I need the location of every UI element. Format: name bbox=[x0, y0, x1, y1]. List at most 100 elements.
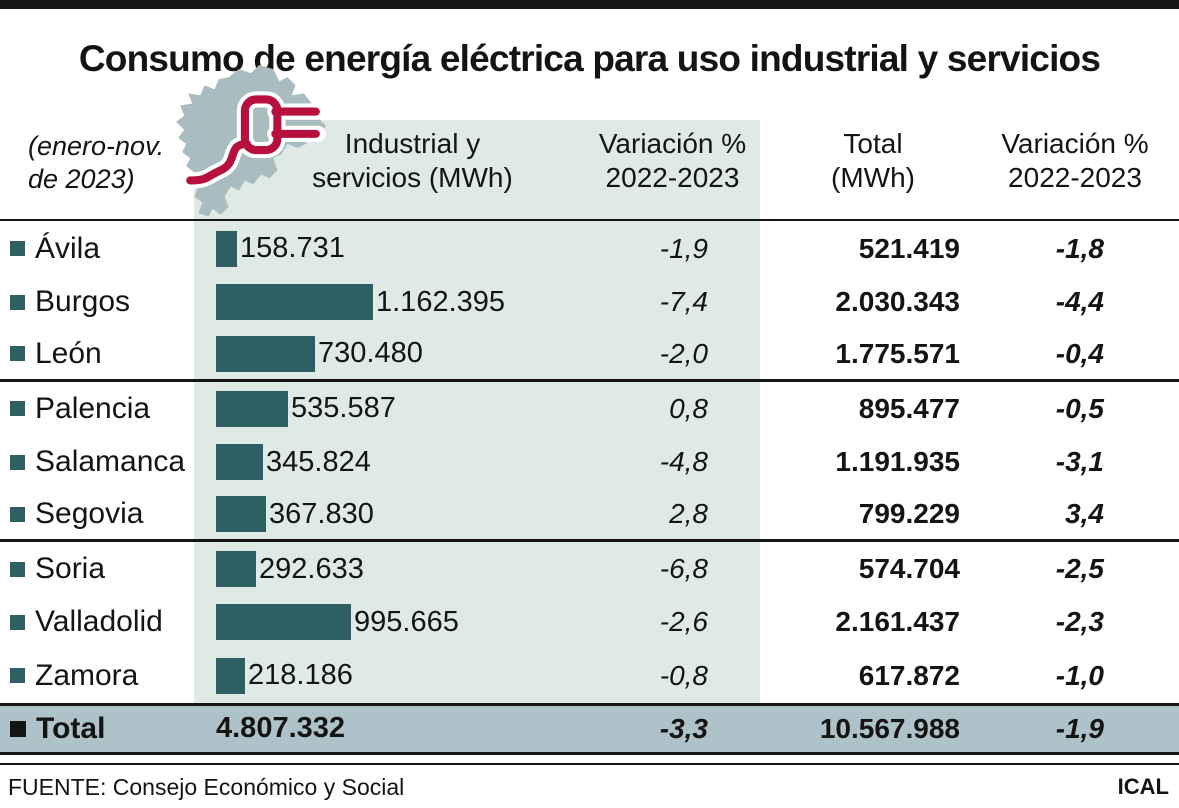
variation2-value: -0,4 bbox=[1055, 337, 1104, 369]
province-bullet-icon bbox=[10, 668, 25, 684]
province-label: Ávila bbox=[35, 231, 101, 265]
table-row: Segovia 367.830 2,8 799.229 3,4 bbox=[0, 489, 1179, 543]
province-bullet-icon bbox=[10, 401, 25, 417]
province-label: Salamanca bbox=[35, 445, 186, 479]
period-note-line1: (enero-nov. bbox=[28, 131, 165, 161]
industrial-bar bbox=[216, 657, 245, 694]
map-plug-graphic bbox=[176, 65, 326, 217]
footer-divider bbox=[0, 762, 1179, 765]
top-black-bar bbox=[0, 0, 1179, 9]
province-bullet-icon bbox=[10, 346, 25, 362]
province-label: Palencia bbox=[35, 391, 151, 425]
footer: FUENTE: Consejo Económico y Social ICAL bbox=[0, 765, 1179, 801]
industrial-value: 218.186 bbox=[248, 659, 353, 692]
page-title: Consumo de energía eléctrica para uso in… bbox=[78, 37, 1101, 79]
industrial-cell: 158.731 bbox=[194, 230, 560, 267]
province-cell: Zamora bbox=[0, 659, 194, 693]
total-value: 574.704 bbox=[858, 553, 960, 585]
industrial-value: 995.665 bbox=[354, 605, 459, 638]
total-value: 2.161.437 bbox=[835, 606, 960, 638]
industrial-value: 730.480 bbox=[318, 337, 423, 370]
province-label: Valladolid bbox=[35, 605, 163, 639]
variation2-value: -4,4 bbox=[1055, 286, 1104, 318]
province-bullet-icon bbox=[10, 241, 25, 257]
industrial-bar bbox=[216, 496, 266, 533]
province-label: Burgos bbox=[35, 285, 131, 319]
table-row: Palencia 535.587 0,8 895.477 -0,5 bbox=[0, 382, 1179, 435]
table-row: Burgos 1.162.395 -7,4 2.030.343 -4,4 bbox=[0, 275, 1179, 328]
total-bullet-icon bbox=[10, 720, 26, 737]
province-bullet-icon bbox=[10, 561, 25, 577]
total-variation1-value: -3,3 bbox=[659, 712, 708, 744]
province-cell: Burgos bbox=[0, 285, 194, 319]
province-cell: Ávila bbox=[0, 232, 194, 266]
variation2-value: 3,4 bbox=[1065, 498, 1104, 530]
province-cell: León bbox=[0, 337, 194, 371]
table-row: Soria 292.633 -6,8 574.704 -2,5 bbox=[0, 542, 1179, 595]
table-body: Ávila 158.731 -1,9 521.419 -1,8 Burgos 1… bbox=[0, 222, 1179, 703]
industrial-bar bbox=[216, 390, 288, 427]
source-credit: FUENTE: Consejo Económico y Social bbox=[8, 773, 405, 800]
total-variation2-value: -1,9 bbox=[1055, 712, 1104, 744]
period-note: (enero-nov. de 2023) bbox=[28, 130, 164, 196]
total-value: 1.775.571 bbox=[835, 337, 960, 369]
industrial-bar bbox=[216, 604, 351, 641]
data-table: Ávila 158.731 -1,9 521.419 -1,8 Burgos 1… bbox=[0, 222, 1179, 801]
variation1-value: -0,8 bbox=[659, 659, 708, 691]
province-bullet-icon bbox=[10, 506, 25, 522]
province-cell: Segovia bbox=[0, 497, 194, 531]
castilla-y-leon-map-icon bbox=[168, 58, 330, 232]
total-value: 521.419 bbox=[858, 232, 960, 264]
industrial-bar bbox=[216, 444, 263, 481]
total-label-cell: Total bbox=[0, 712, 194, 746]
industrial-cell: 345.824 bbox=[194, 444, 560, 481]
province-cell: Valladolid bbox=[0, 605, 194, 639]
province-bullet-icon bbox=[10, 454, 25, 470]
variation2-value: -0,5 bbox=[1055, 392, 1104, 424]
column-header-variation1: Variación % 2022-2023 bbox=[598, 128, 747, 193]
industrial-bar bbox=[216, 284, 373, 321]
total-label: Total bbox=[36, 711, 106, 745]
industrial-bar bbox=[216, 335, 315, 372]
industrial-cell: 730.480 bbox=[194, 335, 560, 372]
variation1-value: -1,9 bbox=[659, 232, 708, 264]
header-divider bbox=[0, 219, 1179, 221]
province-cell: Soria bbox=[0, 552, 194, 586]
agency-credit: ICAL bbox=[1117, 773, 1169, 799]
total-value: 895.477 bbox=[858, 392, 960, 424]
period-note-line2: de 2023) bbox=[28, 164, 135, 194]
industrial-value: 345.824 bbox=[266, 445, 371, 478]
column-header-variation2: Variación % 2022-2023 bbox=[1001, 128, 1149, 193]
industrial-cell: 292.633 bbox=[194, 551, 560, 588]
industrial-value: 535.587 bbox=[291, 392, 396, 425]
industrial-cell: 1.162.395 bbox=[194, 284, 560, 321]
variation1-value: 0,8 bbox=[669, 392, 708, 424]
total-value: 2.030.343 bbox=[835, 286, 960, 318]
total-industrial-cell: 4.807.332 bbox=[194, 712, 560, 745]
column-header-industrial: Industrial y servicios (MWh) bbox=[312, 128, 513, 193]
variation1-value: -2,0 bbox=[659, 337, 708, 369]
industrial-cell: 218.186 bbox=[194, 657, 560, 694]
industrial-value: 367.830 bbox=[269, 497, 374, 530]
variation1-value: -4,8 bbox=[659, 446, 708, 478]
total-value: 799.229 bbox=[858, 498, 960, 530]
variation1-value: -6,8 bbox=[659, 553, 708, 585]
table-row: Ávila 158.731 -1,9 521.419 -1,8 bbox=[0, 222, 1179, 275]
province-cell: Salamanca bbox=[0, 445, 194, 479]
province-label: León bbox=[35, 336, 102, 370]
industrial-cell: 367.830 bbox=[194, 496, 560, 533]
table-row: León 730.480 -2,0 1.775.571 -0,4 bbox=[0, 329, 1179, 383]
variation1-value: -7,4 bbox=[659, 286, 708, 318]
province-label: Soria bbox=[35, 552, 106, 586]
industrial-value: 292.633 bbox=[259, 552, 364, 585]
industrial-bar bbox=[216, 551, 256, 588]
province-cell: Palencia bbox=[0, 392, 194, 426]
industrial-value: 1.162.395 bbox=[376, 285, 506, 318]
total-value: 1.191.935 bbox=[835, 446, 960, 478]
industrial-bar bbox=[216, 230, 237, 267]
industrial-cell: 995.665 bbox=[194, 604, 560, 641]
province-label: Zamora bbox=[35, 658, 139, 692]
variation1-value: -2,6 bbox=[659, 606, 708, 638]
table-row: Valladolid 995.665 -2,6 2.161.437 -2,3 bbox=[0, 596, 1179, 649]
